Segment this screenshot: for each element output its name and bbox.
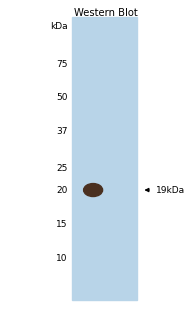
Text: 25: 25 bbox=[56, 164, 67, 173]
Bar bbox=[72, 17, 137, 300]
Text: 15: 15 bbox=[56, 219, 67, 229]
Text: 37: 37 bbox=[56, 127, 67, 136]
Text: 75: 75 bbox=[56, 60, 67, 70]
Text: 50: 50 bbox=[56, 93, 67, 102]
Ellipse shape bbox=[84, 184, 103, 197]
Text: Western Blot: Western Blot bbox=[74, 8, 137, 18]
Text: 20: 20 bbox=[56, 185, 67, 195]
Text: kDa: kDa bbox=[50, 22, 67, 31]
Text: 19kDa: 19kDa bbox=[156, 185, 185, 195]
Text: 10: 10 bbox=[56, 253, 67, 263]
